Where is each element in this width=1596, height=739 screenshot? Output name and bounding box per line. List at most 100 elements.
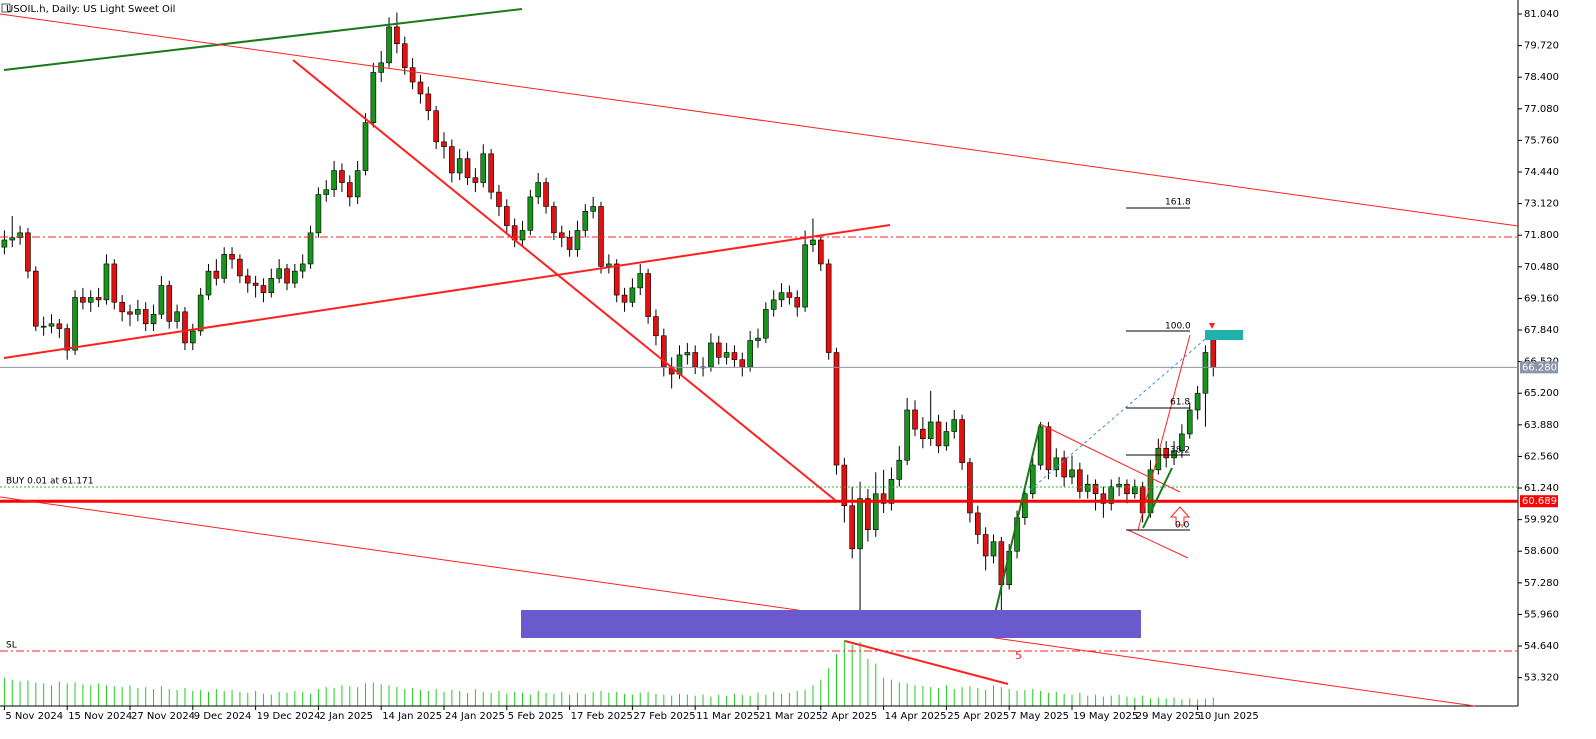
- price-label-box: [1520, 361, 1558, 374]
- candle-body: [708, 342, 714, 368]
- candle-body: [48, 323, 55, 327]
- candle-body: [331, 170, 337, 191]
- support-zone: [521, 610, 1141, 638]
- candle-body: [276, 268, 282, 279]
- x-tick-label: 25 Apr 2025: [947, 711, 1009, 722]
- candle-body: [1124, 483, 1130, 495]
- x-tick-label: 9 Dec 2024: [194, 711, 252, 722]
- y-tick-label: 62.560: [1524, 451, 1559, 462]
- candle-body: [715, 342, 722, 358]
- x-tick-label: 29 May 2025: [1136, 711, 1201, 722]
- candle-body: [1092, 483, 1099, 495]
- candle-body: [103, 263, 110, 301]
- candle-body: [142, 309, 149, 325]
- y-tick-label: 77.080: [1524, 104, 1559, 115]
- candle-body: [166, 285, 173, 322]
- candle-body: [252, 282, 259, 286]
- candle-body: [1, 239, 8, 248]
- candle-body: [872, 493, 879, 530]
- candle-body: [17, 232, 23, 238]
- x-tick-label: 5 Feb 2025: [508, 711, 564, 722]
- candle-body: [72, 297, 78, 351]
- candle-body: [653, 316, 659, 337]
- candle-body: [1077, 469, 1083, 492]
- candle-body: [684, 352, 691, 356]
- candle-body: [1194, 392, 1201, 411]
- y-tick-label: 71.800: [1524, 230, 1559, 241]
- candle-body: [1100, 493, 1107, 504]
- y-tick-label: 54.640: [1524, 641, 1559, 652]
- candle-body: [284, 268, 290, 284]
- candle-body: [849, 505, 856, 550]
- candle-body: [912, 409, 918, 430]
- x-tick-label: 5 Nov 2024: [5, 711, 63, 722]
- channel-line: [1127, 529, 1189, 559]
- x-tick-label: 24 Jan 2025: [445, 711, 505, 722]
- candle-body: [629, 287, 636, 303]
- x-tick-label: 19 Dec 2024: [257, 711, 321, 722]
- price-label: 66.280: [1522, 362, 1557, 373]
- candle-body: [346, 182, 353, 198]
- candle-body: [95, 297, 102, 301]
- target-zone: [1205, 330, 1243, 340]
- x-tick-label: 19 May 2025: [1073, 711, 1138, 722]
- chart-title: USOIL.h, Daily: US Light Sweet Oil: [6, 4, 175, 15]
- candle-body: [362, 122, 369, 171]
- candle-body: [1037, 426, 1044, 466]
- candle-body: [174, 311, 180, 322]
- candle-body: [621, 294, 628, 303]
- wave-label: 5: [1015, 649, 1022, 662]
- candle-body: [1132, 486, 1138, 495]
- candle-body: [456, 158, 463, 174]
- plot: 81.040 79.720 78.400 77.080 75.760 74.440 73.1…: [0, 0, 1559, 722]
- candle-body: [841, 464, 848, 507]
- candle-body: [401, 43, 408, 68]
- y-tick-label: 61.240: [1524, 483, 1559, 494]
- candle-body: [590, 206, 596, 212]
- candle-body: [425, 93, 432, 112]
- candle-body: [25, 232, 31, 272]
- candle-body: [598, 206, 604, 267]
- y-tick-label: 65.200: [1524, 388, 1559, 399]
- candle-body: [111, 263, 118, 303]
- fib-label: 161.8: [1165, 198, 1191, 208]
- candle-body: [982, 534, 989, 557]
- candle-body: [87, 297, 94, 303]
- candle-body: [535, 182, 542, 198]
- candle-body: [1029, 464, 1036, 495]
- candle-body: [794, 297, 801, 308]
- candle-body: [990, 541, 997, 557]
- candle-body: [197, 294, 204, 332]
- candle-body: [1163, 447, 1169, 459]
- candle-body: [1053, 457, 1060, 471]
- candle-body: [182, 311, 188, 344]
- candle-body: [32, 270, 39, 327]
- candle-body: [158, 285, 165, 315]
- candle-body: [637, 273, 644, 289]
- candle-body: [1022, 493, 1028, 519]
- candle-body: [574, 230, 581, 250]
- candle-body: [56, 323, 63, 329]
- candle-body: [755, 337, 761, 341]
- candle-body: [370, 72, 377, 123]
- candle-body: [865, 498, 871, 530]
- candle-body: [64, 328, 70, 351]
- candle-body: [1179, 433, 1185, 451]
- drawings: [0, 8, 1519, 707]
- candle-body: [927, 421, 934, 440]
- x-tick-label: 10 Jun 2025: [1199, 711, 1259, 722]
- y-tick-label: 69.160: [1524, 293, 1559, 304]
- fib-label: 38.2: [1170, 446, 1190, 456]
- candle-body: [974, 512, 981, 535]
- candle-body: [213, 270, 220, 279]
- x-tick-label: 27 Feb 2025: [633, 711, 695, 722]
- candle-body: [527, 196, 534, 231]
- candle-body: [896, 459, 903, 480]
- wave-line: [992, 423, 1041, 623]
- x-tick-label: 21 Mar 2025: [759, 711, 822, 722]
- candle-body: [472, 177, 479, 183]
- candle-body: [692, 352, 699, 368]
- candle-body: [935, 421, 942, 447]
- trendline: [3, 224, 891, 359]
